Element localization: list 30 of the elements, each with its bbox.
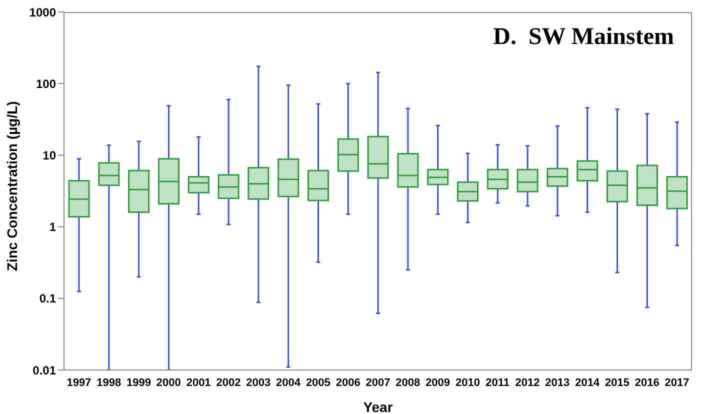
x-tick-label: 2014 [575,376,600,389]
x-tick-label: 2009 [426,376,450,389]
x-tick-label: 2003 [246,376,271,389]
x-tick-label: 2016 [634,376,660,389]
text: D. SW Mainstem [493,24,674,51]
y-axis-title: Zinc Concentration (µg/L) [4,101,20,271]
y-tick-label: 0.01 [32,363,56,378]
x-tick-label: 2017 [664,376,690,389]
x-tick-label: 1997 [66,376,92,389]
x-tick-label: 2001 [186,376,211,389]
x-tick-label: 2008 [396,376,420,389]
x-tick-label: 2005 [306,376,330,389]
x-tick-label: 2007 [366,376,390,389]
y-tick-label: 0.1 [39,292,56,306]
x-tick-label: 2002 [216,376,241,389]
y-tick-label: 1 [49,220,56,234]
x-tick-label: 2000 [156,376,181,389]
x-tick-label: 2004 [276,376,302,389]
y-tick-label: 100 [36,76,56,91]
x-axis-title: Year [363,399,394,414]
x-tick-label: 2013 [545,376,570,389]
x-tick-label: 2011 [486,376,510,389]
x-tick-label: 2012 [515,376,540,389]
x-tick-label: 2006 [336,376,360,389]
y-tick-label: 1000 [29,5,56,20]
y-tick-label: 10 [42,148,56,162]
x-tick-label: 2010 [455,376,480,389]
x-tick-label: 2015 [604,376,630,389]
x-tick-label: 1998 [96,376,122,389]
x-tick-label: 1999 [126,376,152,389]
